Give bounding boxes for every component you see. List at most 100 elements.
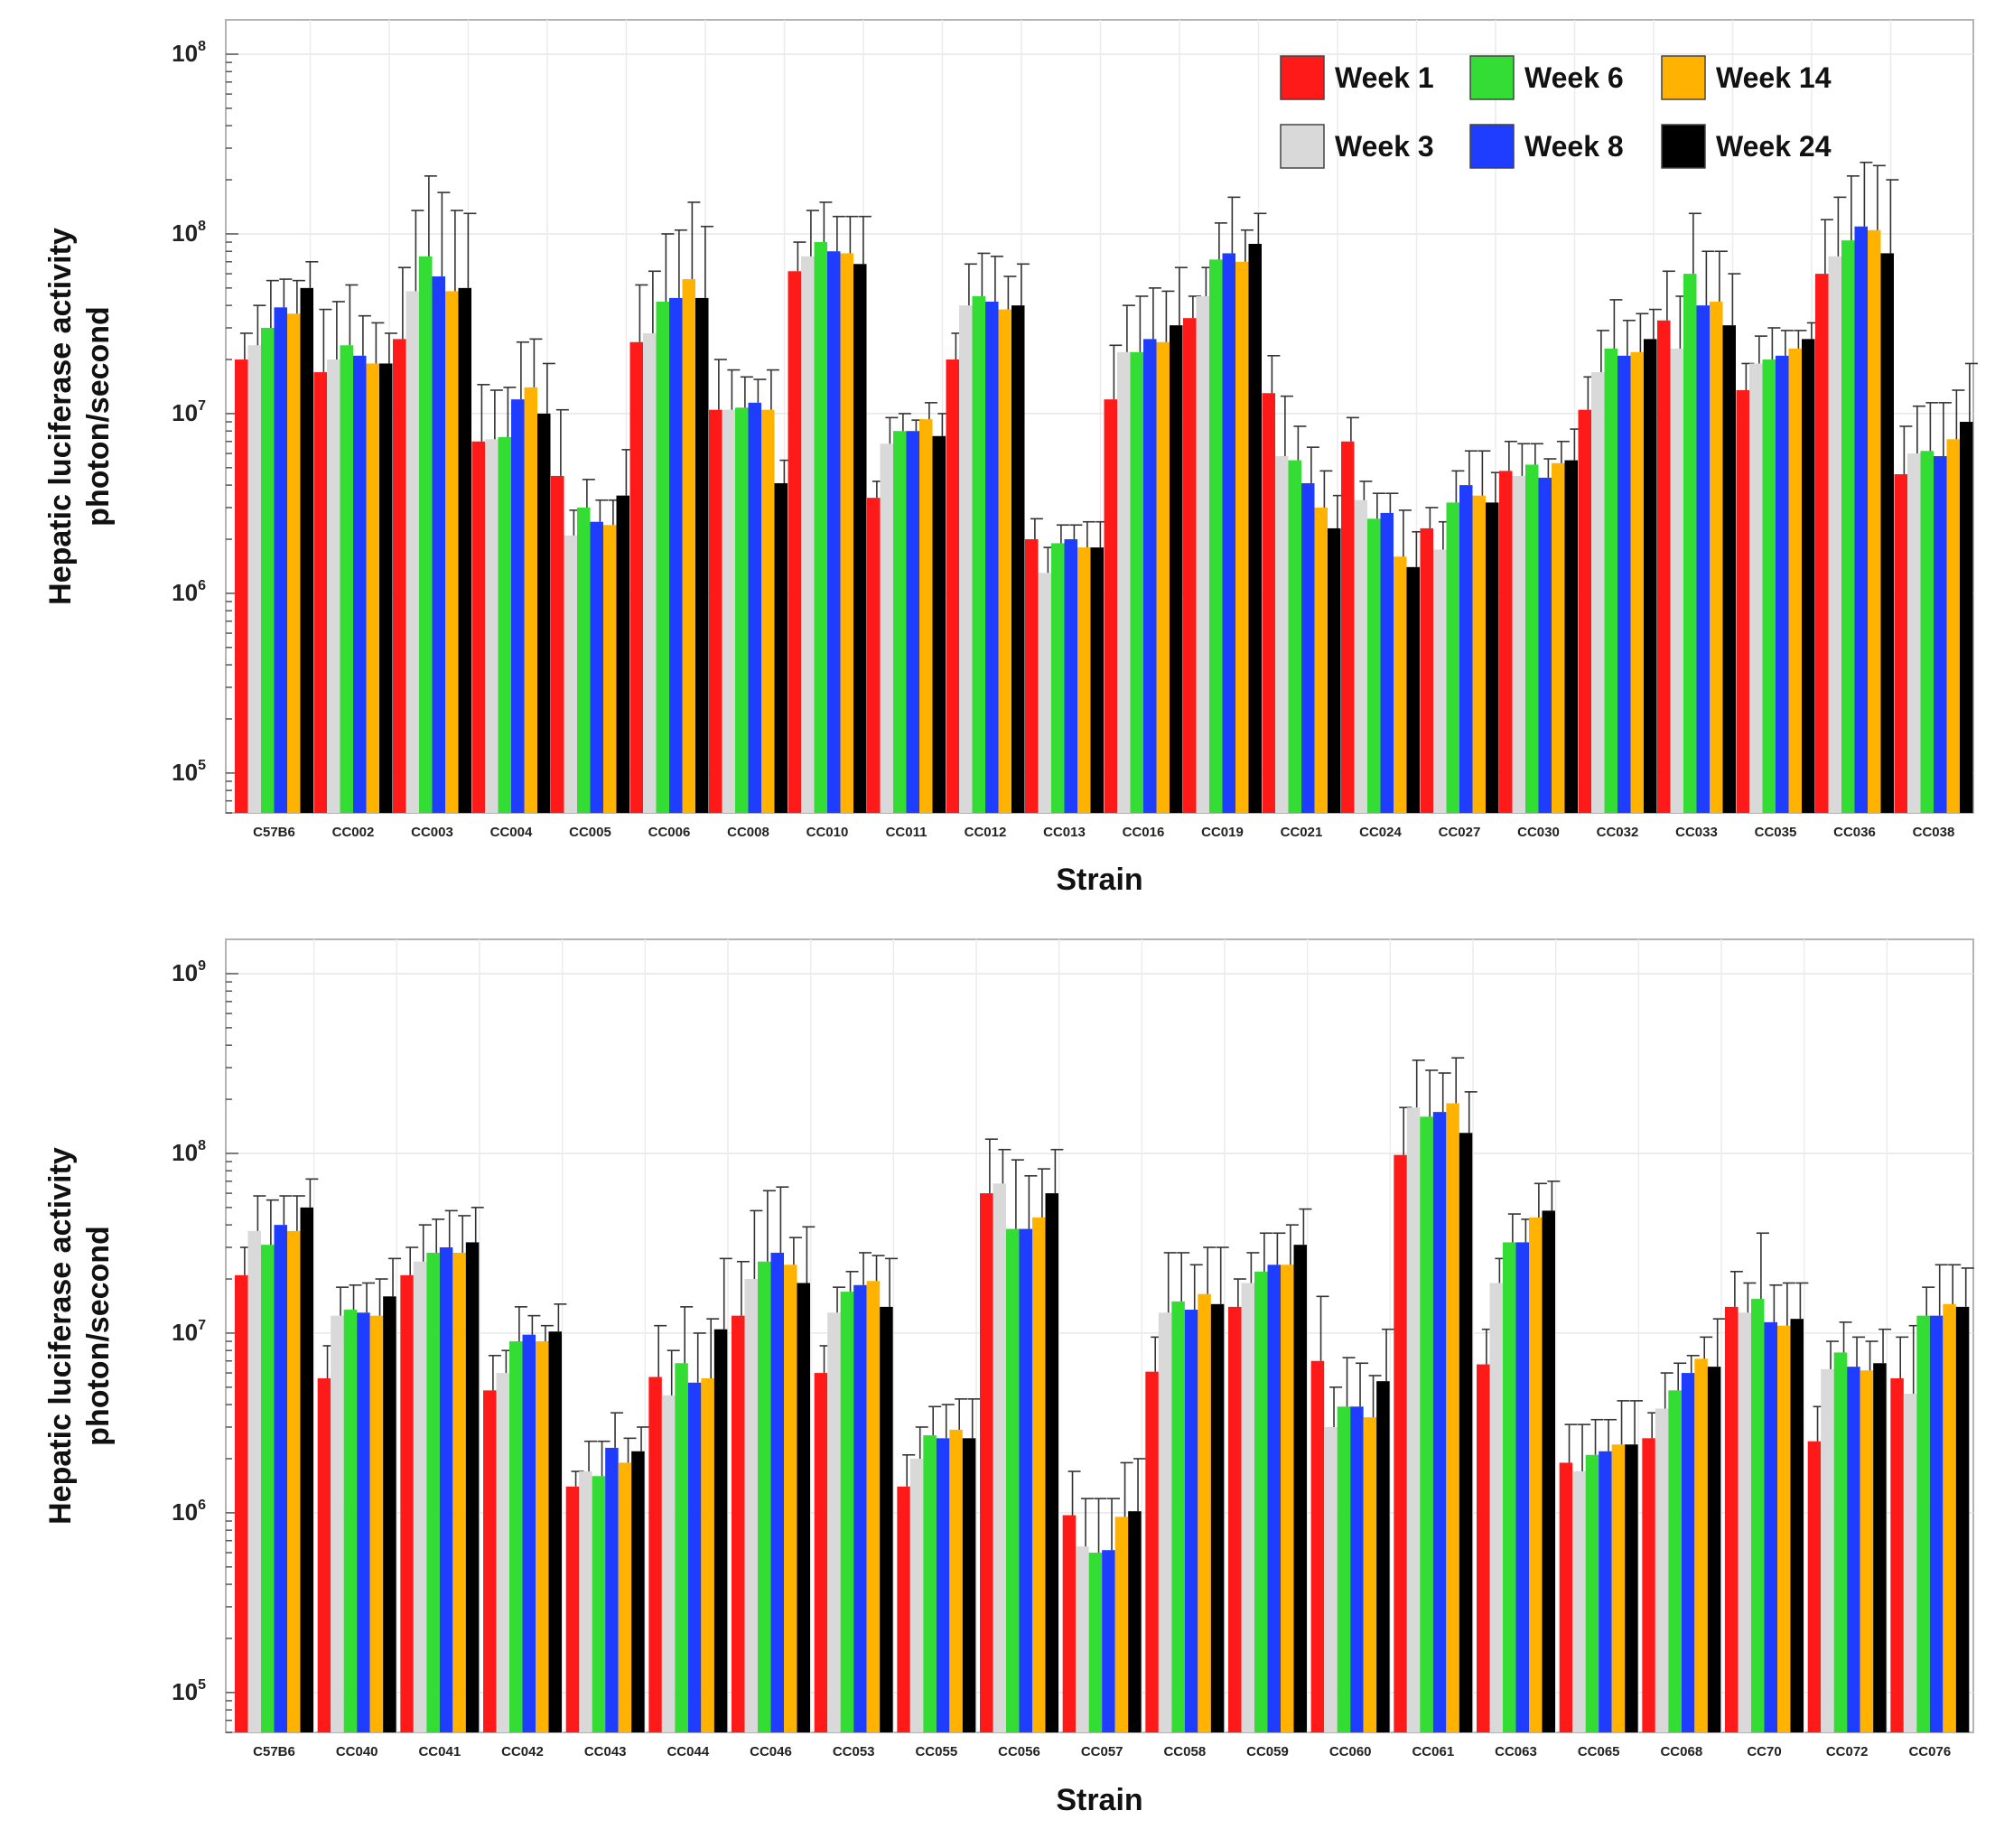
bar (959, 305, 973, 813)
bar (1489, 1283, 1503, 1732)
y-tick-label: 107 (172, 398, 206, 426)
bar (853, 264, 867, 814)
y-axis: 105 106 107 108 108 (172, 39, 238, 814)
bar (274, 1225, 287, 1732)
x-tick-label: CC046 (750, 1744, 792, 1759)
x-tick-label: CC072 (1826, 1744, 1869, 1759)
bar (1380, 512, 1394, 813)
bar (445, 291, 459, 813)
bar (1143, 339, 1157, 814)
bar (1751, 1299, 1765, 1732)
legend: Week 1 Week 3 Week 6 Week 8 Week 14 Week 24 (1280, 55, 1832, 169)
bar (485, 439, 499, 813)
bar (732, 1315, 745, 1732)
bar (853, 1284, 867, 1732)
bar (1367, 518, 1381, 813)
bar (366, 363, 379, 813)
x-tick-label: CC061 (1412, 1744, 1454, 1759)
bar (1038, 573, 1051, 813)
bar (393, 339, 406, 814)
bar (1710, 301, 1723, 813)
bar (458, 287, 471, 814)
bar (1515, 1242, 1529, 1732)
bar (383, 1296, 396, 1732)
bar (722, 409, 735, 813)
bar (1707, 1367, 1721, 1732)
bar (1183, 318, 1197, 814)
bar (648, 1377, 662, 1732)
legend-swatch (1280, 55, 1325, 100)
bar (1499, 471, 1513, 813)
y-tick-label: 107 (172, 1318, 206, 1346)
bar (274, 307, 287, 813)
bar (452, 1252, 466, 1732)
legend-swatch (1469, 124, 1515, 169)
bar (1802, 339, 1815, 814)
bar (1158, 1312, 1172, 1732)
x-tick-label: CC056 (998, 1744, 1040, 1759)
bar (1880, 253, 1894, 814)
bar (577, 507, 591, 813)
bar (1090, 547, 1104, 813)
bar (1354, 499, 1367, 813)
bar (1873, 1363, 1887, 1732)
bar (1337, 1406, 1351, 1732)
bar (880, 1306, 893, 1732)
bar (1275, 455, 1289, 813)
bar (1350, 1406, 1364, 1732)
bar (1406, 566, 1420, 813)
bar (1062, 1515, 1077, 1732)
x-tick-label: CC70 (1747, 1744, 1781, 1759)
bar (1934, 455, 1947, 813)
bar (1025, 539, 1039, 813)
bar (962, 1438, 976, 1732)
y-axis-title: Hepatic luciferase activity (43, 1147, 78, 1525)
bar (432, 276, 445, 813)
x-tick-label: CC035 (1755, 825, 1797, 840)
bar (1324, 1426, 1338, 1732)
bar (1828, 256, 1841, 814)
bar (579, 1471, 592, 1732)
bar (893, 431, 907, 813)
bar (1104, 399, 1117, 813)
bar (827, 251, 841, 813)
bar (1604, 348, 1617, 814)
bar (814, 242, 827, 813)
x-tick-label: C57B6 (253, 1744, 295, 1759)
bar (1657, 320, 1671, 814)
bar (675, 1363, 688, 1732)
x-tick-label: CC063 (1495, 1744, 1537, 1759)
bar (661, 1395, 676, 1732)
bar (744, 1279, 758, 1732)
x-tick-label: CC076 (1908, 1744, 1951, 1759)
legend-swatch (1280, 124, 1325, 169)
bar (524, 387, 537, 813)
x-tick-label: CC038 (1913, 825, 1955, 840)
bar (1591, 372, 1605, 813)
bar (536, 1341, 549, 1732)
bar (1854, 226, 1868, 814)
bar (1916, 1315, 1930, 1732)
bar (1394, 1154, 1407, 1732)
bar (788, 271, 801, 814)
bar (1841, 240, 1855, 813)
bar (1762, 359, 1776, 813)
bar (748, 402, 761, 813)
bar (1064, 539, 1077, 813)
bar (1749, 363, 1763, 813)
bar (1943, 1303, 1956, 1732)
bar (713, 1329, 728, 1732)
y-tick-label: 108 (172, 1138, 206, 1166)
bar (840, 1292, 854, 1732)
bar (1694, 1358, 1708, 1732)
bar (1446, 1103, 1459, 1732)
bar (709, 409, 722, 813)
bar (1725, 1306, 1739, 1732)
bar (564, 535, 577, 813)
bar (590, 521, 603, 813)
bar (1929, 1315, 1944, 1732)
bar (1625, 1444, 1638, 1732)
bar (1644, 339, 1657, 814)
bar (801, 256, 815, 814)
bar (1281, 1265, 1294, 1732)
